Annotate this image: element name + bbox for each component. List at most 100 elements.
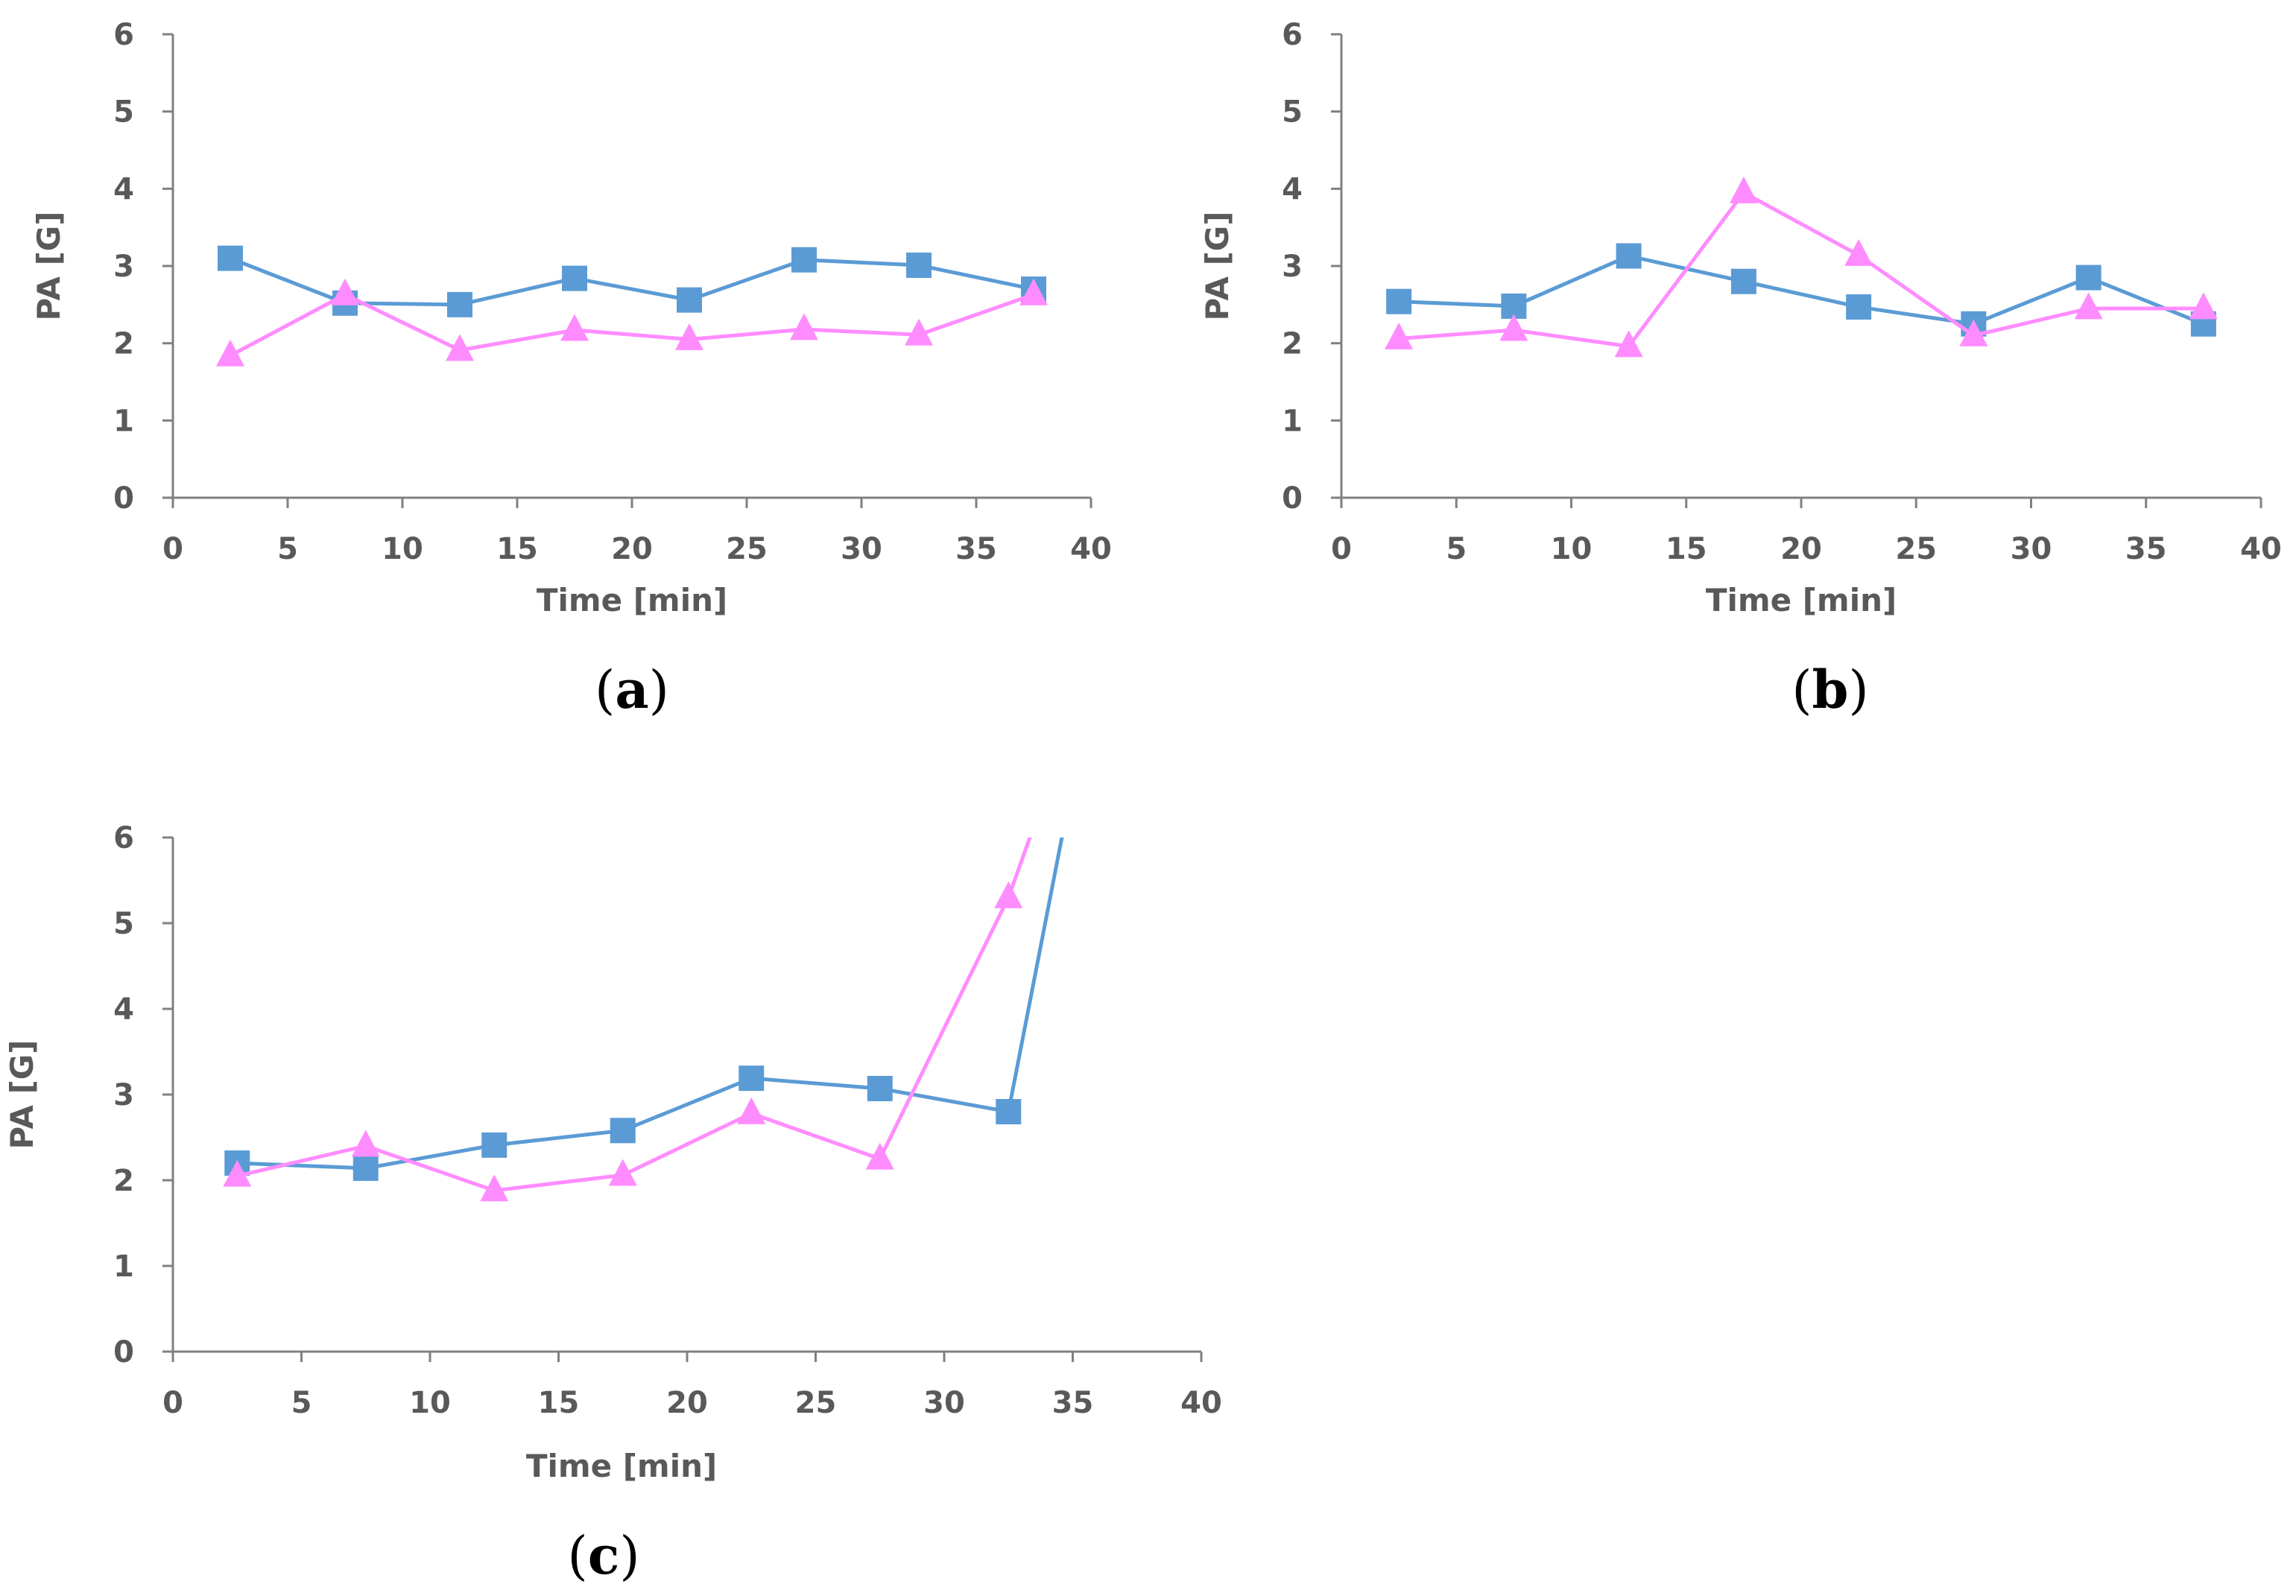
square-marker bbox=[218, 245, 243, 271]
triangle-marker bbox=[223, 1159, 252, 1187]
x-tick-label: 20 bbox=[666, 1386, 708, 1420]
y-tick-label: 6 bbox=[113, 821, 134, 855]
y-tick-label: 1 bbox=[113, 1250, 134, 1284]
triangle-marker bbox=[1385, 322, 1414, 349]
y-tick-label: 3 bbox=[1282, 250, 1303, 284]
triangle-marker bbox=[2189, 292, 2218, 320]
triangle-marker bbox=[1499, 314, 1528, 341]
x-tick-label: 35 bbox=[1052, 1386, 1094, 1420]
y-tick-label: 2 bbox=[1282, 327, 1303, 361]
x-tick-label: 35 bbox=[2125, 532, 2167, 566]
x-tick-label: 10 bbox=[409, 1386, 451, 1420]
x-tick-label: 25 bbox=[1895, 532, 1937, 566]
panel-c: 0 1 2 3 4 5 6 0 5 10 15 20 25 30 35 40 Time [min] PA [G] (… bbox=[4, 821, 1222, 1586]
triangle-marker bbox=[608, 1159, 637, 1186]
square-marker bbox=[1616, 243, 1642, 269]
x-axis-title: Time [min] bbox=[526, 1448, 717, 1484]
triangle-marker bbox=[1614, 330, 1643, 358]
y-tick-label: 6 bbox=[113, 18, 134, 52]
x-tick-label: 5 bbox=[1446, 532, 1467, 566]
square-marker bbox=[352, 1155, 379, 1181]
square-marker bbox=[996, 1099, 1022, 1124]
panel-a: 0 1 2 3 4 5 6 0 5 10 15 20 25 30 35 40 Time [min] PA [G] (… bbox=[31, 18, 1112, 721]
triangle-marker bbox=[560, 314, 589, 341]
plot-area bbox=[1385, 176, 2218, 358]
y-tick-label: 4 bbox=[113, 172, 134, 206]
y-tick-label: 3 bbox=[113, 1078, 134, 1112]
square-marker bbox=[867, 1075, 893, 1101]
panel-b: 0 1 2 3 4 5 6 0 5 10 15 20 25 30 35 40 Time [min] PA [G] (… bbox=[1199, 18, 2282, 721]
y-axis-title: PA [G] bbox=[31, 212, 67, 321]
y-tick-label: 0 bbox=[1282, 481, 1303, 516]
y-tick-label: 5 bbox=[1282, 95, 1303, 130]
panel-label: (b) bbox=[1791, 659, 1869, 721]
y-tick-label: 4 bbox=[1282, 172, 1303, 206]
x-tick-label: 0 bbox=[1331, 532, 1352, 566]
x-tick-label: 5 bbox=[277, 532, 298, 566]
x-tick-label: 40 bbox=[1180, 1386, 1222, 1420]
square-marker bbox=[1730, 268, 1756, 294]
square-marker bbox=[677, 287, 702, 313]
triangle-marker bbox=[2074, 292, 2103, 320]
square-marker bbox=[739, 1065, 765, 1092]
square-marker bbox=[906, 252, 932, 278]
square-marker bbox=[447, 291, 472, 317]
plot-area bbox=[223, 837, 1064, 1202]
x-tick-label: 35 bbox=[955, 532, 997, 566]
x-tick-label: 10 bbox=[1551, 532, 1593, 566]
x-tick-label: 20 bbox=[1780, 532, 1822, 566]
triangle-marker bbox=[1729, 176, 1758, 203]
x-tick-label: 10 bbox=[382, 532, 423, 566]
y-tick-label: 1 bbox=[113, 404, 134, 438]
y-axis-title: PA [G] bbox=[1199, 212, 1236, 321]
y-tick-label: 0 bbox=[113, 1335, 134, 1369]
triangle-marker bbox=[994, 881, 1023, 908]
triangle-marker bbox=[1019, 278, 1048, 305]
x-tick-label: 20 bbox=[611, 532, 653, 566]
x-tick-label: 40 bbox=[2240, 532, 2282, 566]
square-marker bbox=[791, 247, 817, 273]
panel-label: (c) bbox=[567, 1524, 639, 1586]
triangle-marker bbox=[905, 318, 933, 346]
triangle-marker bbox=[1844, 238, 1873, 266]
x-tick-label: 40 bbox=[1070, 532, 1112, 566]
series-square-line bbox=[237, 837, 1064, 1171]
y-tick-label: 6 bbox=[1282, 18, 1303, 52]
square-marker bbox=[2075, 265, 2101, 291]
y-axis-title: PA [G] bbox=[4, 1040, 40, 1150]
x-tick-label: 15 bbox=[496, 532, 538, 566]
panel-label: (a) bbox=[595, 659, 669, 721]
series-triangle-line bbox=[1398, 191, 2204, 349]
triangle-marker bbox=[351, 1130, 380, 1157]
square-marker bbox=[481, 1132, 507, 1158]
x-tick-label: 15 bbox=[1666, 532, 1707, 566]
square-marker bbox=[610, 1118, 636, 1144]
triangle-marker bbox=[865, 1142, 894, 1170]
triangle-marker bbox=[331, 278, 359, 305]
x-tick-label: 25 bbox=[726, 532, 768, 566]
x-tick-label: 30 bbox=[2011, 532, 2052, 566]
x-tick-label: 25 bbox=[795, 1386, 837, 1420]
square-marker bbox=[562, 265, 587, 291]
x-tick-label: 0 bbox=[162, 532, 183, 566]
triangle-marker bbox=[1959, 319, 1988, 346]
triangle-marker bbox=[737, 1097, 766, 1124]
x-tick-label: 15 bbox=[538, 1386, 580, 1420]
square-marker bbox=[1386, 288, 1412, 314]
y-tick-label: 4 bbox=[113, 992, 134, 1027]
y-tick-label: 2 bbox=[113, 327, 134, 361]
y-tick-label: 1 bbox=[1282, 404, 1303, 438]
y-tick-label: 3 bbox=[113, 250, 134, 284]
x-axis-title: Time [min] bbox=[537, 582, 727, 618]
y-tick-label: 5 bbox=[113, 907, 134, 941]
y-tick-label: 2 bbox=[113, 1164, 134, 1198]
triangle-marker bbox=[675, 323, 703, 350]
plot-area bbox=[216, 245, 1048, 367]
series-triangle-line bbox=[236, 837, 1032, 1193]
square-marker bbox=[1846, 294, 1872, 320]
triangle-marker bbox=[446, 334, 474, 361]
x-tick-label: 30 bbox=[841, 532, 882, 566]
y-tick-label: 0 bbox=[113, 481, 134, 516]
series-square-line bbox=[1399, 254, 2204, 326]
